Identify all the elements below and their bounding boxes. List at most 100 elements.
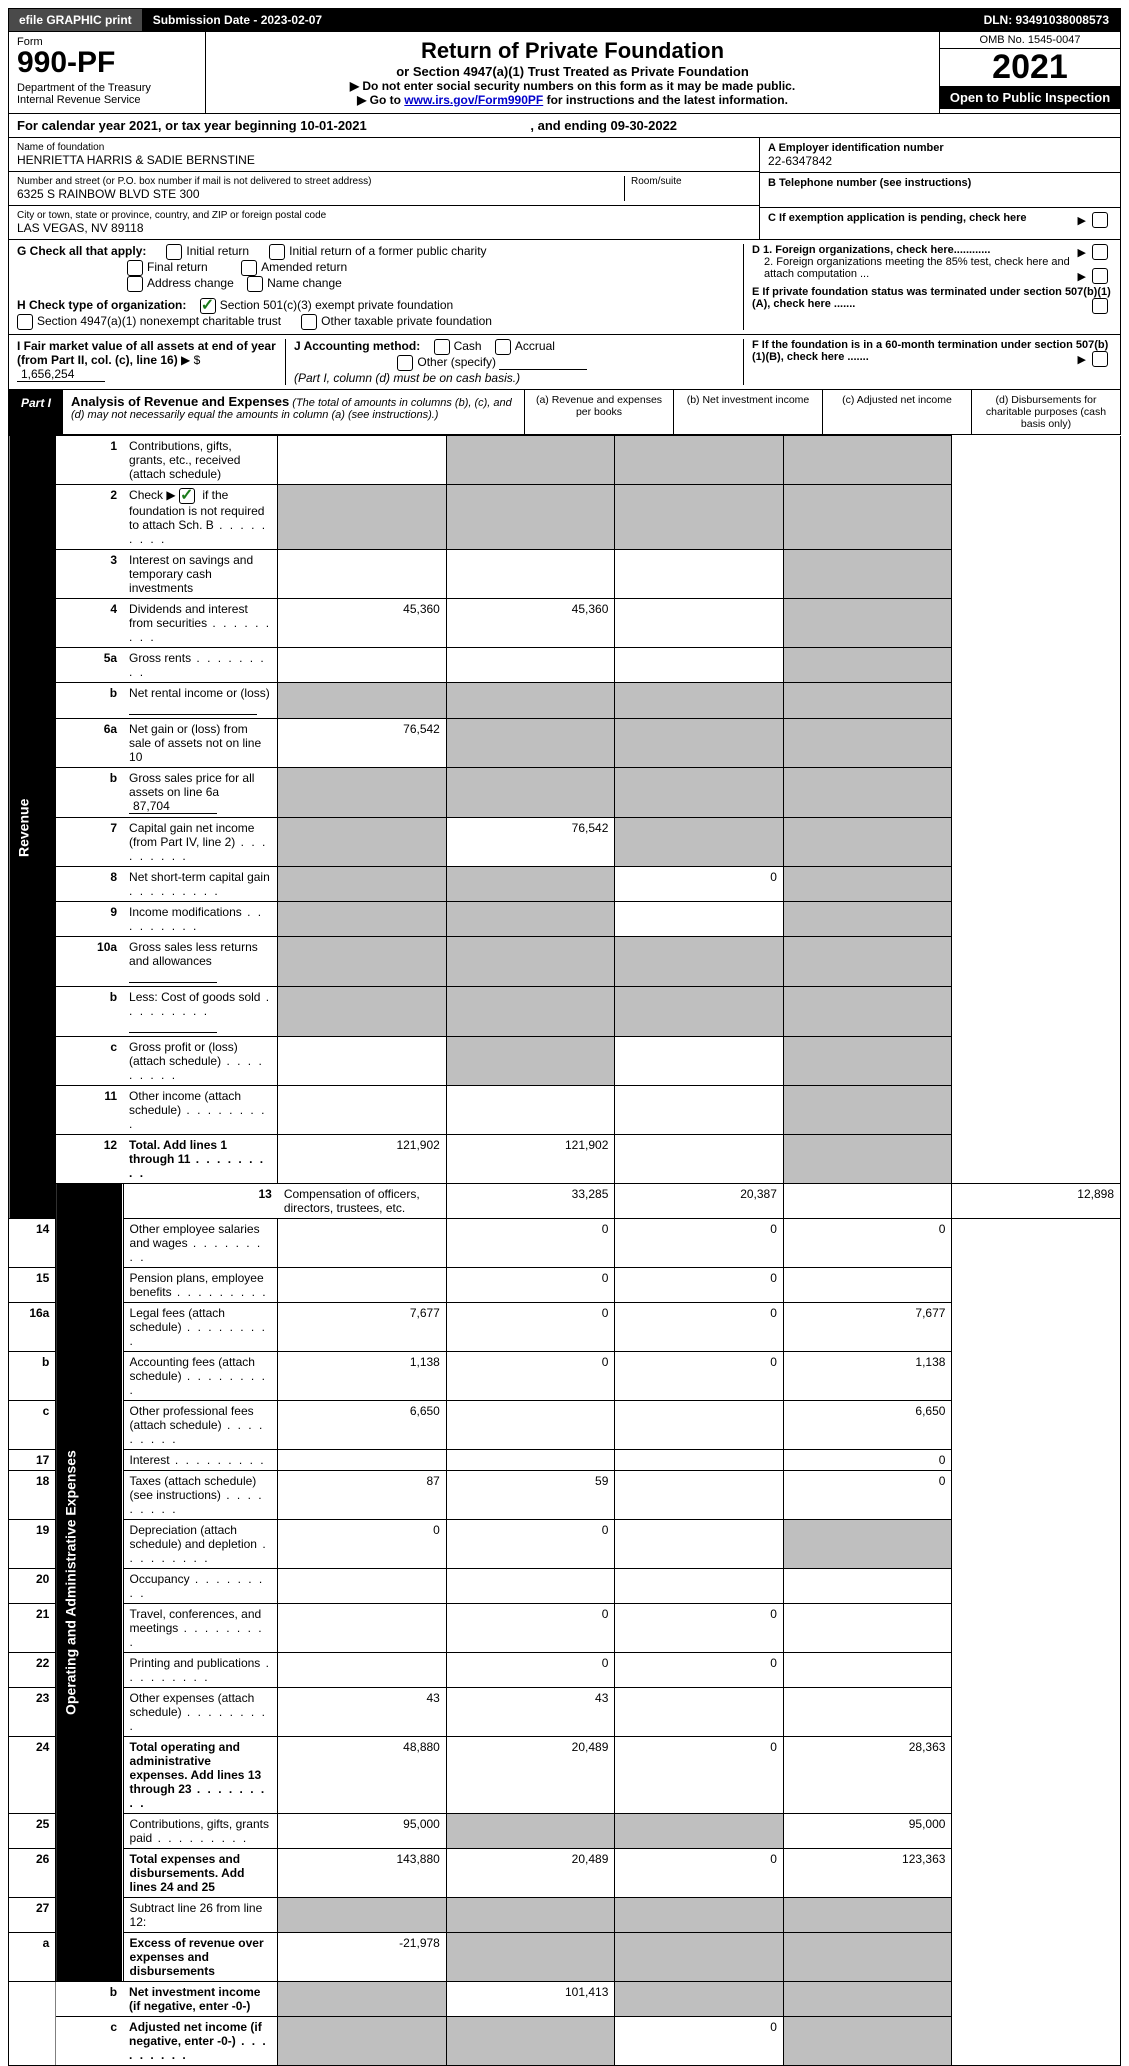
tax-year: 2021	[940, 49, 1120, 86]
part1-desc: Analysis of Revenue and Expenses (The to…	[63, 390, 524, 434]
pending-cell: C If exemption application is pending, c…	[760, 208, 1120, 228]
section-i-j-f: I Fair market value of all assets at end…	[8, 335, 1121, 390]
h-501c3-checkbox[interactable]	[200, 298, 216, 314]
row-9: 9Income modifications	[9, 902, 1121, 937]
revenue-side-label: Revenue	[9, 436, 56, 1219]
street-cell: Number and street (or P.O. box number if…	[9, 172, 759, 206]
section-i: I Fair market value of all assets at end…	[17, 339, 286, 385]
section-g-d: G Check all that apply: Initial return I…	[8, 240, 1121, 335]
col-c-header: (c) Adjusted net income	[822, 390, 971, 434]
row-19: 19Depreciation (attach schedule) and dep…	[9, 1520, 1121, 1569]
h-row: H Check type of organization: Section 50…	[17, 298, 735, 330]
row-27c: cAdjusted net income (if negative, enter…	[9, 2017, 1121, 2066]
row-12: 12Total. Add lines 1 through 11121,90212…	[9, 1135, 1121, 1184]
calendar-year-row: For calendar year 2021, or tax year begi…	[8, 114, 1121, 138]
omb-number: OMB No. 1545-0047	[940, 32, 1120, 49]
e-row: E If private foundation status was termi…	[752, 286, 1112, 310]
schb-checkbox[interactable]	[179, 488, 195, 504]
main-table: Revenue 1Contributions, gifts, grants, e…	[8, 435, 1121, 2066]
row-6b: bGross sales price for all assets on lin…	[9, 768, 1121, 818]
row-10b: bLess: Cost of goods sold	[9, 987, 1121, 1037]
row-22: 22Printing and publications00	[9, 1653, 1121, 1688]
j-cash-checkbox[interactable]	[434, 339, 450, 355]
header-mid: Return of Private Foundation or Section …	[206, 32, 939, 113]
row-25: 25Contributions, gifts, grants paid95,00…	[9, 1814, 1121, 1849]
row-16a: 16aLegal fees (attach schedule)7,677007,…	[9, 1303, 1121, 1352]
j-accrual-checkbox[interactable]	[495, 339, 511, 355]
g-name-checkbox[interactable]	[247, 276, 263, 292]
open-public-label: Open to Public Inspection	[940, 86, 1120, 109]
row-21: 21Travel, conferences, and meetings00	[9, 1604, 1121, 1653]
header-right: OMB No. 1545-0047 2021 Open to Public In…	[939, 32, 1120, 113]
g-amended-checkbox[interactable]	[241, 260, 257, 276]
d2-row: 2. Foreign organizations meeting the 85%…	[752, 256, 1112, 280]
g-row: G Check all that apply: Initial return I…	[17, 244, 735, 292]
row-16b: bAccounting fees (attach schedule)1,1380…	[9, 1352, 1121, 1401]
g-initial-checkbox[interactable]	[166, 244, 182, 260]
instructions-link[interactable]: www.irs.gov/Form990PF	[404, 93, 543, 107]
row-27: 27Subtract line 26 from line 12:	[9, 1898, 1121, 1933]
dept-label: Department of the Treasury	[17, 82, 197, 94]
row-20: 20Occupancy	[9, 1569, 1121, 1604]
part1-header: Part I Analysis of Revenue and Expenses …	[8, 390, 1121, 435]
city-cell: City or town, state or province, country…	[9, 206, 759, 239]
g-initial-former-checkbox[interactable]	[269, 244, 285, 260]
row-23: 23Other expenses (attach schedule)4343	[9, 1688, 1121, 1737]
g-final-checkbox[interactable]	[127, 260, 143, 276]
row-17: 17Interest0	[9, 1450, 1121, 1471]
col-a-header: (a) Revenue and expenses per books	[524, 390, 673, 434]
row-10c: cGross profit or (loss) (attach schedule…	[9, 1037, 1121, 1086]
d1-row: D 1. Foreign organizations, check here..…	[752, 244, 1112, 256]
row-24: 24Total operating and administrative exp…	[9, 1737, 1121, 1814]
top-bar: efile GRAPHIC print Submission Date - 20…	[8, 8, 1121, 32]
note-2: ▶ Go to www.irs.gov/Form990PF for instru…	[212, 93, 933, 107]
row-27b: bNet investment income (if negative, ent…	[9, 1982, 1121, 2017]
row-6a: 6aNet gain or (loss) from sale of assets…	[9, 719, 1121, 768]
form-header: Form 990-PF Department of the Treasury I…	[8, 32, 1121, 114]
efile-label[interactable]: efile GRAPHIC print	[9, 9, 143, 31]
row-2: 2Check ▶ if the foundation is not requir…	[9, 485, 1121, 550]
d1-checkbox[interactable]	[1092, 244, 1108, 260]
row-18: 18Taxes (attach schedule) (see instructi…	[9, 1471, 1121, 1520]
row-1: Revenue 1Contributions, gifts, grants, e…	[9, 436, 1121, 485]
d2-checkbox[interactable]	[1092, 268, 1108, 284]
row-11: 11Other income (attach schedule)	[9, 1086, 1121, 1135]
j-other-checkbox[interactable]	[397, 355, 413, 371]
col-d-header: (d) Disbursements for charitable purpose…	[971, 390, 1120, 434]
info-grid: Name of foundation HENRIETTA HARRIS & SA…	[8, 138, 1121, 240]
g-address-checkbox[interactable]	[127, 276, 143, 292]
note-1: ▶ Do not enter social security numbers o…	[212, 79, 933, 93]
row-7: 7Capital gain net income (from Part IV, …	[9, 818, 1121, 867]
row-8: 8Net short-term capital gain0	[9, 867, 1121, 902]
fmv-value: 1,656,254	[17, 367, 105, 382]
row-14: 14Other employee salaries and wages000	[9, 1219, 1121, 1268]
dln-label: DLN: 93491038008573	[333, 9, 1120, 31]
header-left: Form 990-PF Department of the Treasury I…	[9, 32, 206, 113]
h-other-checkbox[interactable]	[301, 314, 317, 330]
section-j: J Accounting method: Cash Accrual Other …	[286, 339, 735, 385]
row-5b: bNet rental income or (loss)	[9, 683, 1121, 719]
h-4947-checkbox[interactable]	[17, 314, 33, 330]
expenses-side-label: Operating and Administrative Expenses	[56, 1184, 123, 1982]
row-16c: cOther professional fees (attach schedul…	[9, 1401, 1121, 1450]
phone-cell: B Telephone number (see instructions)	[760, 173, 1120, 208]
f-checkbox[interactable]	[1092, 351, 1108, 367]
part1-label: Part I	[9, 390, 63, 434]
e-checkbox[interactable]	[1092, 298, 1108, 314]
form-number: 990-PF	[17, 48, 197, 78]
ein-cell: A Employer identification number 22-6347…	[760, 138, 1120, 173]
row-15: 15Pension plans, employee benefits00	[9, 1268, 1121, 1303]
pending-checkbox[interactable]	[1092, 212, 1108, 228]
row-13: Operating and Administrative Expenses 13…	[9, 1184, 1121, 1219]
form-title: Return of Private Foundation	[212, 38, 933, 64]
row-3: 3Interest on savings and temporary cash …	[9, 550, 1121, 599]
row-26: 26Total expenses and disbursements. Add …	[9, 1849, 1121, 1898]
form-subtitle: or Section 4947(a)(1) Trust Treated as P…	[212, 64, 933, 79]
col-b-header: (b) Net investment income	[673, 390, 822, 434]
row-27a: aExcess of revenue over expenses and dis…	[9, 1933, 1121, 1982]
row-10a: 10aGross sales less returns and allowanc…	[9, 937, 1121, 987]
f-row: F If the foundation is in a 60-month ter…	[752, 339, 1112, 363]
row-4: 4Dividends and interest from securities4…	[9, 599, 1121, 648]
row-5a: 5aGross rents	[9, 648, 1121, 683]
submission-date: Submission Date - 2023-02-07	[143, 9, 333, 31]
